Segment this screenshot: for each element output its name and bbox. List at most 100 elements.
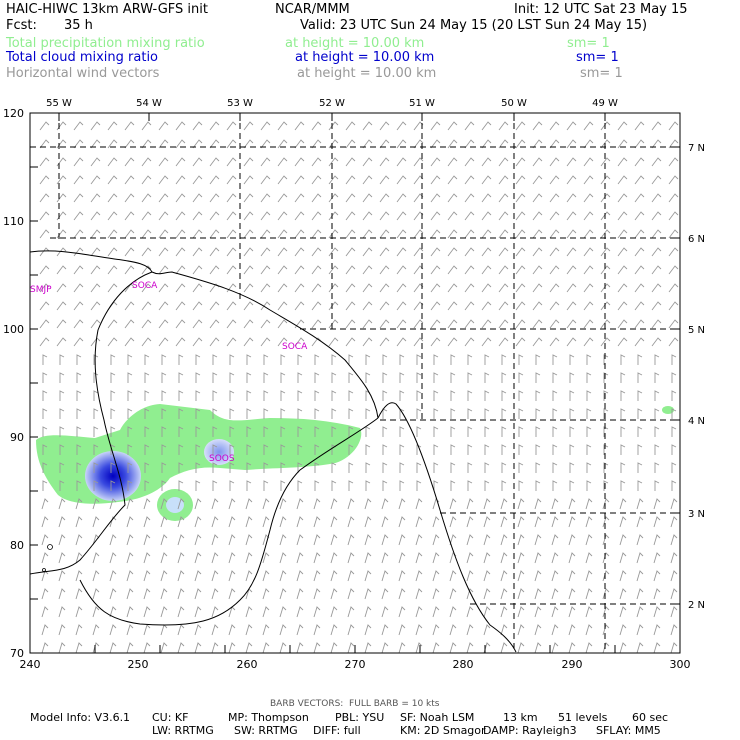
wind-barb [566, 229, 577, 239]
right-axis-label: 3 N [688, 509, 705, 520]
wind-barb [90, 157, 101, 167]
right-axis-label: 6 N [688, 234, 705, 245]
wind-barb [296, 552, 304, 564]
wind-barb [671, 480, 677, 491]
wind-barb [127, 372, 133, 383]
wind-barb [668, 247, 679, 257]
wind-barb [432, 534, 440, 546]
wind-barb [297, 480, 303, 491]
wind-barb [160, 498, 168, 510]
wind-barb [328, 211, 339, 221]
wind-barb [671, 444, 677, 455]
wind-barb [603, 444, 609, 455]
wind-barb [126, 588, 134, 600]
wind-barb [296, 588, 304, 600]
wind-barb [636, 642, 644, 654]
wind-barb [381, 516, 389, 528]
plot-frame [29, 112, 681, 654]
wind-barb [466, 606, 474, 618]
wind-barb [517, 516, 525, 528]
wind-barb [551, 570, 559, 582]
wind-barb [364, 498, 372, 510]
wind-barb [345, 121, 356, 131]
wind-barb [175, 139, 186, 149]
wind-barb [158, 247, 169, 257]
wind-barb [279, 552, 287, 564]
wind-barb [56, 121, 67, 131]
wind-barb [671, 390, 677, 401]
wind-barb [144, 426, 150, 437]
bottom-axis-label: 240 [20, 658, 41, 671]
wind-barb [59, 444, 65, 455]
wind-barb [617, 337, 628, 347]
wind-barb [549, 319, 560, 329]
wind-barb [347, 570, 355, 582]
wind-barb [279, 570, 287, 582]
wind-barb [280, 480, 286, 491]
wind-barb [651, 193, 662, 203]
wind-barb [654, 462, 660, 473]
wind-barb [362, 247, 373, 257]
wind-barb [498, 301, 509, 311]
wind-barb [583, 121, 594, 131]
wind-barb [195, 408, 201, 419]
wind-barb [634, 283, 645, 293]
wind-barb [464, 337, 475, 347]
wind-barb [143, 552, 151, 564]
wind-barb [192, 229, 203, 239]
wind-barb [311, 283, 322, 293]
wind-barb [109, 516, 117, 528]
wind-barb [92, 606, 100, 618]
wind-barb [107, 157, 118, 167]
wind-barb [432, 642, 440, 654]
wind-barb [226, 229, 237, 239]
wind-barb [415, 570, 423, 582]
wind-barb [668, 157, 679, 167]
wind-barb [532, 319, 543, 329]
wind-barb [75, 606, 83, 618]
wind-barb [535, 426, 541, 437]
wind-barb [586, 390, 592, 401]
top-axis-label: 53 W [227, 98, 253, 109]
wind-barb [396, 283, 407, 293]
wind-barb [568, 552, 576, 564]
wind-barb [279, 534, 287, 546]
wind-barb [637, 372, 643, 383]
wind-barb [602, 570, 610, 582]
wind-barb [447, 229, 458, 239]
wind-barb [158, 229, 169, 239]
field-wind-height: at height = 10.00 km [297, 66, 437, 81]
wind-barb [195, 372, 201, 383]
wind-barb [195, 426, 201, 437]
wind-barb [379, 139, 390, 149]
wind-barb [653, 552, 661, 564]
wind-barb [602, 624, 610, 636]
wind-barb [297, 372, 303, 383]
wind-barb [379, 175, 390, 185]
wind-barb [671, 426, 677, 437]
wind-barb [178, 480, 184, 491]
wind-barb [653, 534, 661, 546]
wind-barb [313, 552, 321, 564]
wind-barb [294, 211, 305, 221]
wind-barb [603, 372, 609, 383]
wind-barb [294, 301, 305, 311]
fcst-value: 35 h [64, 18, 93, 33]
wind-barb [447, 211, 458, 221]
wind-barb [549, 121, 560, 131]
wind-barb [124, 139, 135, 149]
wind-barb [195, 390, 201, 401]
wind-barb [501, 444, 507, 455]
wind-barb [294, 319, 305, 329]
wind-barb [481, 337, 492, 347]
wind-barb [535, 408, 541, 419]
wind-barb [175, 229, 186, 239]
wind-barb [39, 301, 50, 311]
wind-barb [226, 301, 237, 311]
wind-barb [209, 319, 220, 329]
wind-barb [566, 193, 577, 203]
wind-barb [160, 516, 168, 528]
wind-barb [229, 372, 235, 383]
wind-barb [109, 498, 117, 510]
wind-barb [296, 642, 304, 654]
